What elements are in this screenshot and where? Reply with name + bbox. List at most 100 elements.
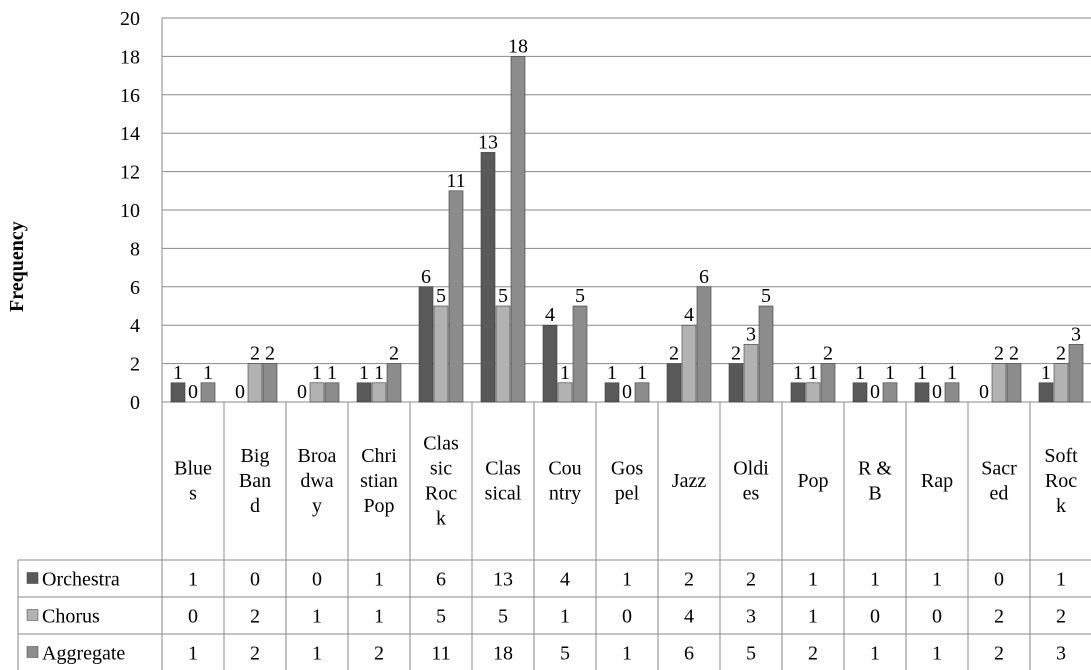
table-cell: 2 [250, 643, 260, 665]
bar-orchestra [170, 382, 186, 403]
bar-chorus [681, 324, 697, 403]
bar-aggregate [572, 305, 588, 403]
data-label: 2 [1009, 343, 1019, 365]
table-cell: 4 [684, 606, 694, 628]
y-tick-label: 14 [120, 123, 140, 145]
table-cell: 0 [994, 569, 1004, 591]
data-label: 11 [446, 170, 465, 192]
data-label: 1 [855, 362, 865, 384]
data-label: 6 [421, 266, 431, 288]
category-label: Gos [611, 458, 643, 480]
category-label: k [1056, 495, 1066, 517]
table-cell: 18 [493, 643, 513, 665]
data-label: 2 [994, 343, 1004, 365]
data-label: 2 [669, 343, 679, 365]
data-label: 13 [478, 131, 498, 153]
data-label: 0 [622, 381, 632, 403]
table-cell: 5 [560, 643, 570, 665]
data-label: 1 [637, 362, 647, 384]
table-cell: 5 [746, 643, 756, 665]
category-label: Soft [1044, 445, 1078, 467]
data-label: 2 [250, 343, 260, 365]
bar-orchestra [852, 382, 868, 403]
legend-label: Orchestra [42, 569, 120, 591]
bar-aggregate [324, 382, 340, 403]
legend-swatch-orchestra [26, 572, 39, 584]
y-tick-label: 12 [120, 162, 140, 184]
category-label: ntry [549, 483, 581, 505]
table-cell: 0 [870, 606, 880, 628]
bar-orchestra [666, 363, 682, 403]
bar-chorus [371, 382, 387, 403]
table-cell: 4 [560, 569, 570, 591]
table-cell: 0 [932, 606, 942, 628]
table-cell: 0 [622, 606, 632, 628]
data-label: 3 [746, 323, 756, 345]
category-label: s [189, 483, 197, 505]
bar-orchestra [790, 382, 806, 403]
bar-chorus [1053, 363, 1069, 403]
category-label: Jazz [672, 470, 707, 492]
category-label: stian [360, 470, 398, 492]
table-cell: 1 [870, 569, 880, 591]
category-label: Pop [797, 470, 828, 492]
data-label: 1 [173, 362, 183, 384]
bar-aggregate [510, 56, 526, 403]
data-label: 2 [731, 343, 741, 365]
data-label: 1 [327, 362, 337, 384]
y-tick-label: 2 [130, 354, 140, 376]
data-label: 5 [761, 285, 771, 307]
table-cell: 3 [1056, 643, 1066, 665]
bar-aggregate [758, 305, 774, 403]
table-cell: 1 [932, 643, 942, 665]
data-label: 4 [545, 304, 555, 326]
category-label: dwa [300, 470, 333, 492]
bar-aggregate [820, 363, 836, 403]
data-label: 5 [436, 285, 446, 307]
data-label: 0 [188, 381, 198, 403]
y-tick-label: 8 [130, 238, 140, 260]
bar-orchestra [356, 382, 372, 403]
y-tick-label: 4 [130, 315, 140, 337]
bar-aggregate [386, 363, 402, 403]
data-label: 1 [885, 362, 895, 384]
data-label: 4 [684, 304, 694, 326]
data-label: 1 [793, 362, 803, 384]
table-cell: 1 [622, 643, 632, 665]
table-cell: 5 [436, 606, 446, 628]
table-cell: 2 [746, 569, 756, 591]
category-label: R & [858, 458, 892, 480]
category-label: Ban [239, 470, 271, 492]
data-label: 1 [359, 362, 369, 384]
data-label: 2 [389, 343, 399, 365]
bar-chorus [991, 363, 1007, 403]
category-label: pel [615, 483, 640, 505]
table-cell: 1 [622, 569, 632, 591]
table-cell: 3 [746, 606, 756, 628]
data-label: 1 [203, 362, 213, 384]
category-label: d [250, 495, 260, 517]
table-cell: 1 [188, 643, 198, 665]
bar-chorus [433, 305, 449, 403]
table-cell: 1 [188, 569, 198, 591]
table-cell: 0 [250, 569, 260, 591]
table-cell: 2 [684, 569, 694, 591]
bar-aggregate [1006, 363, 1022, 403]
data-label: 5 [498, 285, 508, 307]
data-label: 1 [808, 362, 818, 384]
category-label: Oldi [733, 458, 769, 480]
bar-orchestra [480, 152, 496, 403]
table-cell: 1 [560, 606, 570, 628]
category-label: es [743, 483, 760, 505]
category-label: Roc [1045, 470, 1077, 492]
data-label: 1 [947, 362, 957, 384]
y-tick-label: 10 [120, 200, 140, 222]
data-label: 1 [917, 362, 927, 384]
category-label: Broa [298, 445, 337, 467]
y-tick-label: 20 [120, 8, 140, 30]
data-label: 18 [508, 35, 528, 57]
bar-orchestra [418, 286, 434, 403]
table-cell: 2 [808, 643, 818, 665]
table-cell: 1 [932, 569, 942, 591]
